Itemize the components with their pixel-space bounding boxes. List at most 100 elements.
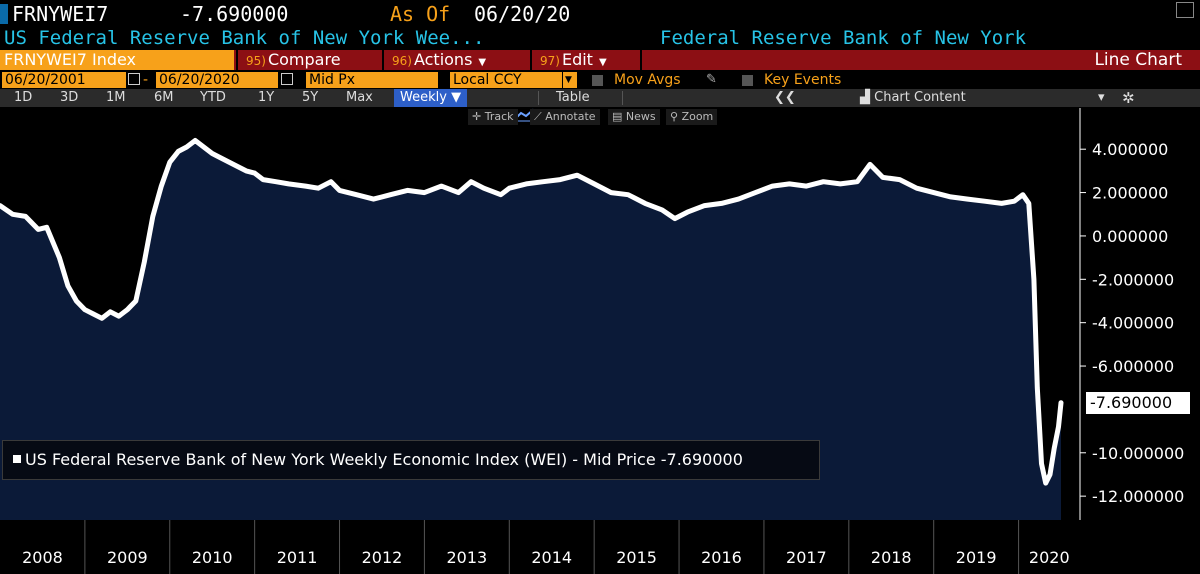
edit-label: Edit <box>561 50 593 69</box>
y-tick-label: -12.000000 <box>1092 487 1184 506</box>
as-of-label: As Of <box>390 2 451 26</box>
compare-menu[interactable]: 95) Compare <box>246 50 341 70</box>
news-icon: ▤ <box>612 110 626 123</box>
header-marker <box>0 4 8 24</box>
chart-icon: ▟ <box>860 90 875 105</box>
x-tick-label: 2015 <box>616 548 657 567</box>
y-tick-label: -10.000000 <box>1092 444 1184 463</box>
zoom-tool[interactable]: ⚲ Zoom <box>666 109 718 125</box>
caret-down-icon: ▼ <box>451 90 462 105</box>
annotate-icon: ⟋ <box>534 110 546 123</box>
compare-num: 95) <box>246 54 266 68</box>
range-1m[interactable]: 1M <box>106 90 126 105</box>
wei-area-fill <box>0 140 1061 520</box>
currency-dropdown-icon[interactable]: ▼ <box>563 72 577 88</box>
last-value: -7.690000 <box>180 2 289 26</box>
range-toolbar: 1D 3D 1M 6M YTD 1Y 5Y Max Weekly ▼ Table… <box>0 89 1200 122</box>
last-value-tag-text: -7.690000 <box>1090 392 1173 412</box>
edit-num: 97) <box>540 54 560 68</box>
x-tick-label: 2016 <box>701 548 742 567</box>
wei-series-line <box>0 138 1064 486</box>
caret-down-icon: ▼ <box>478 57 487 68</box>
range-max[interactable]: Max <box>346 90 373 105</box>
calendar-icon[interactable] <box>128 73 140 85</box>
y-tick-label: 2.000000 <box>1092 184 1168 203</box>
chart-content-label: Chart Content <box>874 90 966 105</box>
x-tick-label: 2019 <box>956 548 997 567</box>
ticker-field[interactable]: FRNYWEI7 Index <box>0 50 234 70</box>
zoom-label: Zoom <box>681 110 714 123</box>
range-1d[interactable]: 1D <box>14 90 33 105</box>
calendar-icon[interactable] <box>281 73 293 85</box>
ticker-label: FRNYWEI7 <box>12 2 109 26</box>
currency-field[interactable]: Local CCY <box>450 72 562 88</box>
key-events-label: Key Events <box>764 72 842 88</box>
end-date-field[interactable]: 06/20/2020 <box>156 72 278 88</box>
last-value-tag: -7.690000 <box>1086 391 1190 414</box>
toolbar-separator <box>538 91 539 105</box>
toolbar-separator <box>622 91 623 105</box>
crosshair-icon: ✛ <box>472 110 485 123</box>
as-of-date: 06/20/20 <box>474 2 571 26</box>
caret-down-icon: ▼ <box>598 57 607 68</box>
track-label: Track <box>484 110 514 123</box>
table-button[interactable]: Table <box>556 90 590 105</box>
y-tick-label: -2.000000 <box>1092 270 1174 289</box>
range-6m[interactable]: 6M <box>154 90 174 105</box>
compare-label: Compare <box>267 50 341 69</box>
annotate-tool[interactable]: ⟋ Annotate <box>530 109 600 125</box>
chart-content-button[interactable]: ▟ Chart Content <box>860 89 966 107</box>
x-tick-label: 2010 <box>192 548 233 567</box>
y-tick-label: 4.000000 <box>1092 140 1168 159</box>
news-label: News <box>625 110 656 123</box>
legend-text: US Federal Reserve Bank of New York Week… <box>25 450 743 469</box>
gear-icon[interactable]: ✲ <box>1122 89 1135 107</box>
x-tick-label: 2008 <box>22 548 63 567</box>
track-tool[interactable]: ✛ Track <box>468 109 518 125</box>
divider <box>236 50 238 70</box>
annotate-label: Annotate <box>545 110 596 123</box>
x-tick-label: 2020 <box>1029 548 1070 567</box>
y-tick-label: -4.000000 <box>1092 314 1174 333</box>
divider <box>382 50 384 70</box>
chart-settings-bar: 06/20/2001 - 06/20/2020 Mid Px Local CCY… <box>0 71 1200 89</box>
divider <box>640 50 642 70</box>
zoom-icon: ⚲ <box>670 110 682 123</box>
security-header: FRNYWEI7 -7.690000 As Of 06/20/20 <box>0 0 1200 28</box>
chart-type-label[interactable]: Line Chart <box>1094 50 1182 70</box>
frequency-dropdown[interactable]: Weekly ▼ <box>394 89 468 107</box>
security-name: US Federal Reserve Bank of New York Wee.… <box>4 27 485 49</box>
security-description: US Federal Reserve Bank of New York Wee.… <box>0 28 1200 50</box>
y-tick-label: -6.000000 <box>1092 357 1174 376</box>
x-tick-label: 2011 <box>277 548 318 567</box>
range-3d[interactable]: 3D <box>60 90 79 105</box>
range-ytd[interactable]: YTD <box>200 90 226 105</box>
range-5y[interactable]: 5Y <box>302 90 319 105</box>
frequency-label: Weekly <box>400 90 447 105</box>
pencil-icon[interactable]: ✎ <box>706 72 717 87</box>
range-1y[interactable]: 1Y <box>258 90 275 105</box>
menu-bar: FRNYWEI7 Index 95) Compare 96) Actions ▼ 97… <box>0 50 1200 70</box>
security-source: Federal Reserve Bank of New York <box>660 27 1027 49</box>
divider <box>530 50 532 70</box>
dropdown-caret-icon[interactable]: ▾ <box>1098 90 1105 105</box>
chart-tools: ✛ Track ⟋ Annotate ▤ News ⚲ Zoom <box>0 108 1200 126</box>
key-events-checkbox[interactable] <box>742 75 753 86</box>
edit-menu[interactable]: 97) Edit ▼ <box>540 50 607 70</box>
chart-legend[interactable]: US Federal Reserve Bank of New York Week… <box>2 440 820 480</box>
actions-menu[interactable]: 96) Actions ▼ <box>392 50 486 70</box>
mov-avgs-label: Mov Avgs <box>614 72 681 88</box>
window-corner-icon[interactable] <box>1176 2 1194 18</box>
x-tick-label: 2009 <box>107 548 148 567</box>
x-tick-label: 2014 <box>531 548 572 567</box>
price-type-field[interactable]: Mid Px <box>306 72 438 88</box>
news-tool[interactable]: ▤ News <box>608 109 660 125</box>
actions-num: 96) <box>392 54 412 68</box>
actions-label: Actions <box>413 50 473 69</box>
date-dash: - <box>143 72 149 88</box>
collapse-left-icon[interactable]: ❮❮ <box>774 90 796 105</box>
x-tick-label: 2017 <box>786 548 827 567</box>
mov-avgs-checkbox[interactable] <box>592 75 603 86</box>
x-tick-label: 2018 <box>871 548 912 567</box>
start-date-field[interactable]: 06/20/2001 <box>2 72 126 88</box>
